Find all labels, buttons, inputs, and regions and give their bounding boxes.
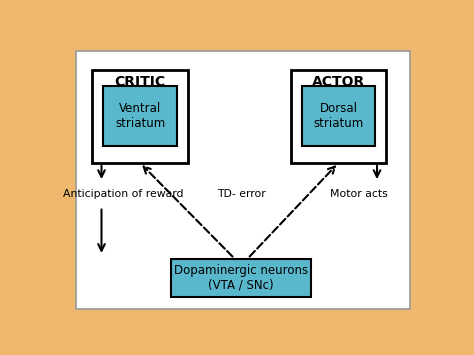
Text: TD- error: TD- error [217,189,265,199]
Text: Dopaminergic neurons
(VTA / SNc): Dopaminergic neurons (VTA / SNc) [174,264,308,292]
Text: Dorsal
striatum: Dorsal striatum [313,102,364,130]
FancyBboxPatch shape [103,86,177,147]
Text: ACTOR: ACTOR [312,75,365,89]
Text: Ventral
striatum: Ventral striatum [115,102,165,130]
FancyBboxPatch shape [92,70,188,163]
FancyBboxPatch shape [291,70,386,163]
FancyBboxPatch shape [76,51,410,309]
Text: CRITIC: CRITIC [115,75,165,89]
FancyBboxPatch shape [171,258,311,297]
Text: Anticipation of reward: Anticipation of reward [64,189,184,199]
FancyBboxPatch shape [301,86,375,147]
Text: Motor acts: Motor acts [330,189,388,199]
